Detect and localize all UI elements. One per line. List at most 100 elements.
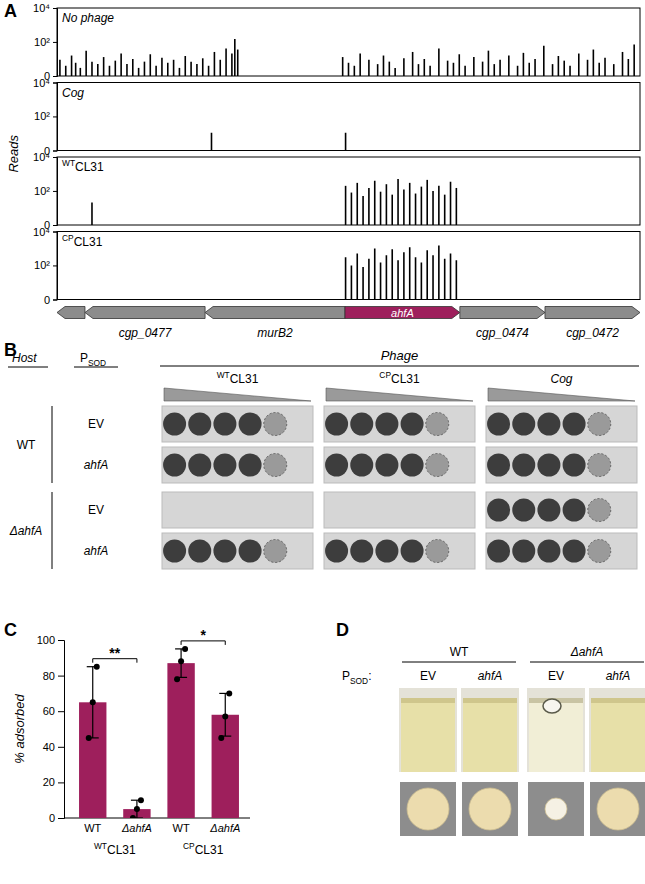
tick-mark bbox=[53, 300, 57, 301]
error-bar bbox=[175, 649, 187, 677]
read-bar bbox=[426, 250, 428, 299]
tick-label: 10² bbox=[34, 259, 50, 271]
group-label: WTCL31 bbox=[94, 841, 136, 857]
read-bar bbox=[458, 54, 460, 76]
lysis-spot bbox=[325, 540, 348, 563]
read-bar bbox=[345, 186, 347, 225]
y-tick: 0 bbox=[44, 294, 57, 306]
tick-label: 10² bbox=[34, 36, 50, 48]
host-bracket bbox=[52, 492, 53, 569]
read-bar bbox=[523, 53, 525, 76]
bar bbox=[167, 663, 194, 818]
read-bar bbox=[598, 63, 600, 76]
text-part: CL31 bbox=[107, 843, 136, 857]
read-bar bbox=[543, 46, 545, 76]
read-bar bbox=[219, 60, 221, 76]
lysis-spot bbox=[264, 413, 287, 436]
lysis-spot bbox=[350, 540, 373, 563]
plate-photo bbox=[528, 782, 584, 836]
read-bar bbox=[109, 66, 111, 76]
read-bar bbox=[237, 50, 239, 76]
axis: 020406080100 bbox=[37, 634, 65, 824]
column-header: PSOD bbox=[80, 351, 106, 368]
text-part: P bbox=[80, 351, 88, 365]
read-bar bbox=[196, 64, 198, 76]
read-bar bbox=[409, 183, 411, 225]
replicate-point bbox=[222, 714, 228, 720]
text-part: CP bbox=[62, 233, 74, 243]
axis: 010²10⁴ bbox=[33, 151, 57, 231]
read-bar bbox=[362, 267, 364, 299]
lysis-spot bbox=[188, 540, 211, 563]
meniscus bbox=[591, 698, 645, 703]
track: 010²10⁴Cog bbox=[33, 77, 640, 157]
read-bar bbox=[464, 66, 466, 76]
replicate-point bbox=[182, 646, 188, 652]
read-bar bbox=[391, 249, 393, 299]
plate-photo bbox=[400, 782, 456, 836]
lysis-spot bbox=[401, 413, 424, 436]
bars bbox=[92, 179, 456, 225]
gene-label: murB2 bbox=[257, 326, 293, 340]
tick-mark bbox=[53, 225, 57, 226]
read-bar bbox=[488, 51, 490, 76]
column-header: Phage bbox=[381, 348, 419, 363]
read-bar bbox=[552, 64, 554, 76]
lysis-spot bbox=[563, 413, 586, 436]
gene-label: cgp_0474 bbox=[476, 326, 529, 340]
read-bar bbox=[348, 63, 350, 76]
plate-strip bbox=[324, 533, 475, 569]
replicate-point bbox=[86, 735, 92, 741]
text-part: CL31 bbox=[391, 372, 420, 386]
read-bar bbox=[374, 248, 376, 299]
read-bar bbox=[418, 64, 420, 76]
gene-arrow bbox=[205, 307, 345, 319]
read-bar bbox=[91, 203, 93, 225]
host-bracket bbox=[52, 406, 53, 483]
read-bar bbox=[444, 259, 446, 300]
read-bar bbox=[65, 66, 67, 76]
lysis-spot bbox=[563, 540, 586, 563]
colony bbox=[545, 798, 567, 820]
read-bar bbox=[456, 260, 458, 299]
read-bar bbox=[225, 49, 227, 76]
colony bbox=[407, 788, 449, 830]
tube-photo bbox=[461, 688, 519, 772]
host-label: ΔahfA bbox=[9, 524, 43, 538]
tick-mark bbox=[53, 83, 57, 84]
plate-strip bbox=[162, 406, 313, 442]
read-bar bbox=[499, 60, 501, 76]
tick-mark bbox=[53, 42, 57, 43]
tick-label: 100 bbox=[37, 634, 55, 646]
axis: 010²10⁴ bbox=[33, 2, 57, 82]
culture bbox=[529, 700, 583, 772]
read-bar bbox=[380, 192, 382, 225]
bars bbox=[211, 133, 345, 151]
replicate-point bbox=[90, 699, 96, 705]
text-part: : bbox=[368, 669, 371, 683]
host-label: ΔahfA bbox=[570, 645, 604, 659]
read-bar bbox=[453, 63, 455, 76]
read-bar bbox=[438, 186, 440, 225]
lysis-spot bbox=[375, 454, 398, 477]
lysis-spot bbox=[512, 540, 535, 563]
track-title: Cog bbox=[62, 86, 84, 100]
plate-strip bbox=[324, 447, 475, 483]
read-bar bbox=[144, 62, 146, 76]
bars bbox=[79, 646, 239, 818]
read-bar bbox=[403, 58, 405, 76]
lysis-spot bbox=[350, 413, 373, 436]
figure: ABCD010²10⁴No phageReads010²10⁴Cog010²10… bbox=[0, 0, 645, 884]
lysis-spot bbox=[163, 413, 186, 436]
lysis-spot bbox=[213, 540, 236, 563]
lysis-spot bbox=[264, 454, 287, 477]
tube-photo bbox=[527, 688, 585, 772]
plate-strip bbox=[162, 533, 313, 569]
tick-mark bbox=[58, 676, 64, 677]
tick-label: 10² bbox=[34, 110, 50, 122]
tick-mark bbox=[58, 747, 64, 748]
read-bar bbox=[59, 60, 61, 76]
plate-strip bbox=[162, 447, 313, 483]
tick-label: WT bbox=[173, 822, 190, 834]
lysis-spot bbox=[537, 540, 560, 563]
